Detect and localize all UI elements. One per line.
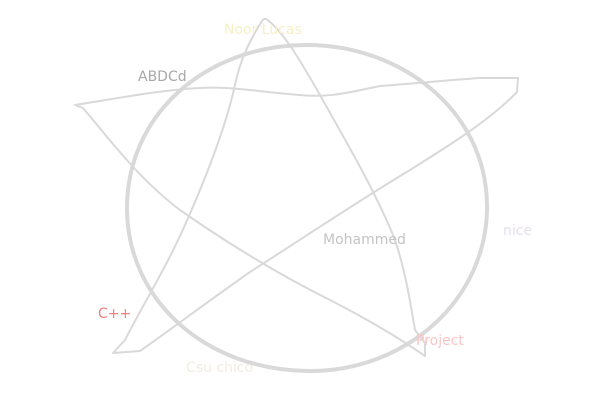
label-abbdcd: ABDCd: [138, 69, 187, 85]
label-cpp: C++: [98, 306, 132, 322]
circle-stroke: [124, 42, 490, 374]
label-nice: nice: [503, 223, 533, 239]
label-top: Noor Lucas: [224, 22, 302, 38]
label-project: Project: [416, 333, 464, 349]
label-csu: Csu chico: [186, 360, 254, 376]
star-stroke: [74, 17, 519, 357]
label-center: Mohammed: [323, 232, 406, 248]
